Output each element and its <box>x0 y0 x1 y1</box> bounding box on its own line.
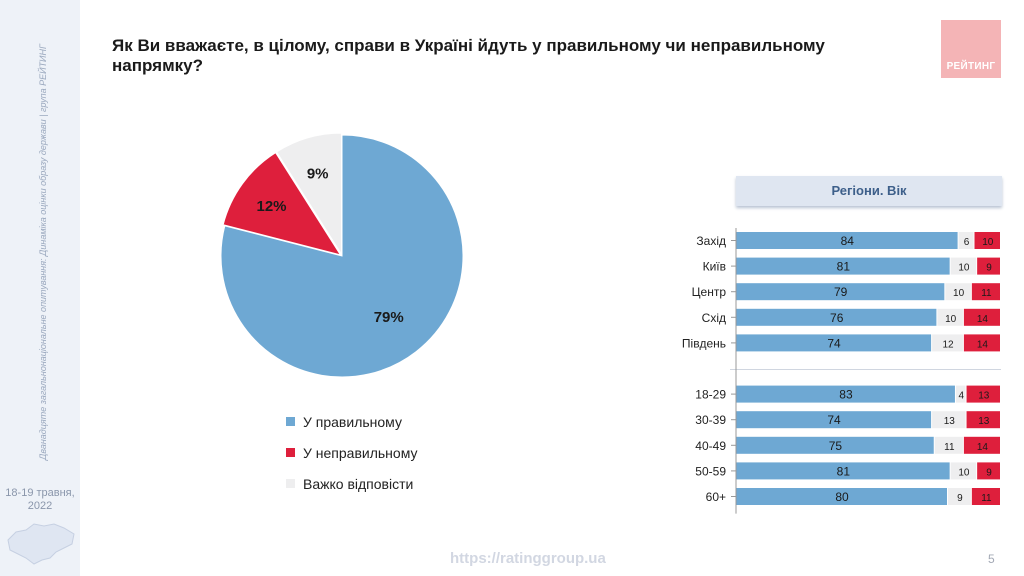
bar-segment <box>963 334 1000 352</box>
bar-value-label: 11 <box>981 493 992 504</box>
bar-value-label: 79 <box>834 285 848 299</box>
bar-segment <box>966 385 1000 403</box>
bar-value-label: 9 <box>957 493 963 504</box>
category-label: 40-49 <box>695 439 726 453</box>
bar-value-label: 12 <box>942 339 954 350</box>
bar-value-label: 75 <box>829 439 843 453</box>
bar-value-label: 14 <box>977 339 989 350</box>
bar-segment <box>966 411 1000 429</box>
category-label: 60+ <box>706 490 726 504</box>
legend-label: У правильному <box>303 413 402 430</box>
bar-segment <box>932 411 966 429</box>
bar-value-label: 10 <box>958 467 970 478</box>
bar-value-label: 80 <box>835 490 849 504</box>
bar-segment <box>736 436 934 454</box>
panel-title: Регіони. Вік <box>736 176 1002 206</box>
bar-segment <box>937 308 963 326</box>
bar-segment <box>974 232 1000 249</box>
bar-segment <box>955 385 966 403</box>
bar-value-label: 10 <box>982 237 994 248</box>
bar-segment <box>977 462 1000 480</box>
bar-value-label: 76 <box>830 311 844 325</box>
bar-value-label: 83 <box>839 388 853 402</box>
bar-value-label: 9 <box>986 467 992 478</box>
bar-segment <box>977 257 1000 275</box>
legend-label: Важко відповісти <box>303 475 414 492</box>
category-label: Схід <box>702 311 726 325</box>
category-label: Центр <box>692 285 727 299</box>
legend-label: У неправильному <box>303 444 418 461</box>
slide-title: Як Ви вважаєте, в цілому, справи в Украї… <box>112 36 825 75</box>
legend-item: Важко відповісти <box>286 468 417 499</box>
bar-segment <box>950 257 977 275</box>
bar-value-label: 81 <box>837 464 851 478</box>
bar-value-label: 10 <box>953 288 965 299</box>
pie-slice <box>222 151 342 256</box>
logo-text: РЕЙТИНГ <box>946 61 996 72</box>
bar-value-label: 14 <box>977 442 989 453</box>
survey-date: 18-19 травня, 2022 <box>5 487 75 512</box>
ukraine-map-icon <box>7 523 75 565</box>
pie-slice-label: 79% <box>374 309 404 326</box>
page-number: 5 <box>988 552 995 566</box>
bar-segment <box>934 436 963 454</box>
bar-value-label: 74 <box>827 413 841 427</box>
category-label: Захід <box>696 234 726 248</box>
bar-segment <box>945 283 971 301</box>
bar-segment <box>948 488 971 505</box>
pie-slice <box>275 132 342 256</box>
category-label: 18-29 <box>695 388 726 402</box>
bar-value-label: 11 <box>981 288 992 299</box>
bar-segment <box>736 283 945 301</box>
bar-value-label: 14 <box>977 314 989 325</box>
legend-swatch <box>286 417 295 426</box>
bar-segment <box>736 232 958 249</box>
bar-value-label: 13 <box>978 391 990 402</box>
legend-item: У правильному <box>286 406 417 437</box>
bar-value-label: 6 <box>964 237 970 248</box>
bar-segment <box>736 308 937 326</box>
legend-item: У неправильному <box>286 437 417 468</box>
bar-segment <box>971 283 1000 301</box>
bar-value-label: 13 <box>978 416 990 427</box>
pie-slice-label: 9% <box>307 165 329 182</box>
sidebar: Дванадцяте загальнонаціональне опитуванн… <box>0 0 80 576</box>
bar-segment <box>736 385 955 403</box>
bar-value-label: 74 <box>827 336 841 350</box>
bar-segment <box>963 308 1000 326</box>
bar-segment <box>958 232 974 249</box>
pie-slice <box>220 134 464 378</box>
bar-value-label: 81 <box>837 260 851 274</box>
stacked-bar-chart: Захід 84 6 10 Київ 81 10 9 Центр 79 10 11 Схід 76 10 14… <box>682 228 1001 514</box>
legend-swatch <box>286 448 295 457</box>
pie-slice-label: 12% <box>257 198 287 215</box>
bar-segment <box>736 411 932 429</box>
bar-value-label: 9 <box>986 263 992 274</box>
pie-chart: 79% 12% 9% <box>220 132 464 378</box>
bar-value-label: 13 <box>944 416 956 427</box>
pie-legend: У правильному У неправильному Важко відп… <box>286 406 417 499</box>
bar-value-label: 4 <box>958 391 964 402</box>
bar-segment <box>932 334 963 352</box>
bar-segment <box>950 462 977 480</box>
bar-segment <box>736 488 947 505</box>
website-url: https://ratinggroup.ua <box>450 550 606 567</box>
bar-value-label: 10 <box>958 263 970 274</box>
bar-segment <box>736 334 932 352</box>
bar-segment <box>736 257 950 275</box>
bar-value-label: 11 <box>944 442 955 453</box>
rating-logo: РЕЙТИНГ <box>941 20 1001 78</box>
bar-value-label: 84 <box>841 234 855 248</box>
bar-segment <box>971 488 1000 505</box>
category-label: Південь <box>682 336 726 350</box>
category-label: 50-59 <box>695 464 726 478</box>
bar-segment <box>963 436 1000 454</box>
category-label: Київ <box>703 260 726 274</box>
sidebar-survey-title: Дванадцяте загальнонаціональне опитуванн… <box>38 44 48 460</box>
category-label: 30-39 <box>695 413 726 427</box>
legend-swatch <box>286 479 295 488</box>
bar-segment <box>736 462 950 480</box>
bar-value-label: 10 <box>945 314 957 325</box>
